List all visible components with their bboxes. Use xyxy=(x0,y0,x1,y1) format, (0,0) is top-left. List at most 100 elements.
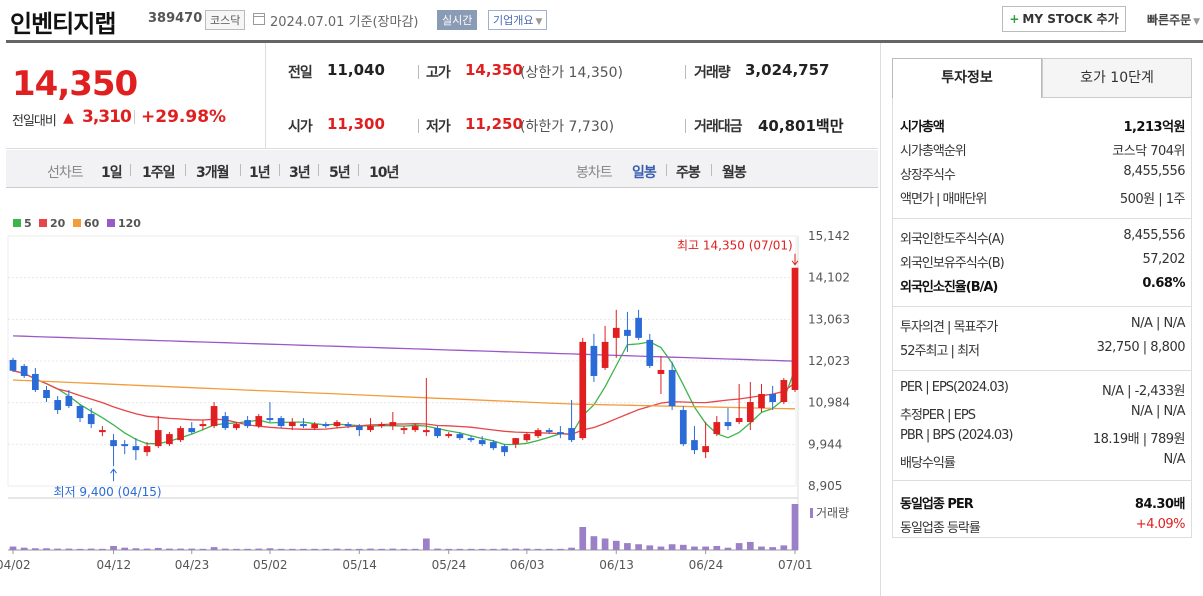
volume-bar xyxy=(233,548,240,550)
panel-row-value: 18.19배 | 789원 xyxy=(1092,432,1186,447)
panel-row-value: 8,455,556 xyxy=(1123,228,1185,243)
column-divider xyxy=(880,43,881,596)
panel-row-value: 0.68% xyxy=(1142,276,1185,291)
candle-body xyxy=(266,418,274,421)
divider xyxy=(318,164,319,176)
volume-bar xyxy=(512,548,520,550)
volume-bar xyxy=(311,548,318,550)
candle-body xyxy=(311,424,318,429)
volume-bar xyxy=(422,538,430,550)
volume-bar xyxy=(154,547,162,550)
period-3m[interactable]: 3개월 xyxy=(196,165,230,181)
panel-row-value: N/A | N/A xyxy=(1130,316,1186,331)
prev-compare-label: 전일대비 xyxy=(12,114,57,129)
volume-bar xyxy=(668,544,676,550)
volume-bar xyxy=(545,548,553,550)
y-tick-label: 13,063 xyxy=(808,312,850,326)
up-arrow-icon: ▲ xyxy=(63,110,74,126)
volume-bar xyxy=(43,548,50,550)
candle-body xyxy=(378,424,386,427)
period-1y[interactable]: 1년 xyxy=(249,165,271,181)
low-label: 저가 xyxy=(426,119,451,135)
corp-info-dropdown[interactable]: 기업개요 ▼ xyxy=(488,10,548,30)
volume-bar xyxy=(400,548,408,550)
mystock-add-button[interactable]: + MY STOCK 추가 xyxy=(1002,6,1126,32)
panel-row-label: 시가총액 xyxy=(900,120,945,135)
mystock-label: MY STOCK 추가 xyxy=(1022,12,1119,26)
line-chart-label: 선차트 xyxy=(47,165,84,181)
candle-body xyxy=(43,390,50,399)
header-divider xyxy=(6,40,1203,43)
candle-body xyxy=(624,329,631,336)
legend-swatch xyxy=(39,219,47,227)
volume-bar xyxy=(9,546,17,550)
tab-invest-info[interactable]: 투자정보 xyxy=(892,58,1042,98)
period-1d[interactable]: 1일 xyxy=(101,165,123,181)
candle-body xyxy=(691,440,698,451)
legend-label: 20 xyxy=(50,217,66,230)
panel-row-label: 52주최고 | 최저 xyxy=(900,344,980,359)
candle-body xyxy=(288,422,296,427)
volume-label: 거래량 xyxy=(694,65,731,81)
amount-unit: 백만 xyxy=(815,117,844,135)
candle-body xyxy=(322,424,330,427)
panel-row-label: 배당수익률 xyxy=(900,456,956,471)
tab-hoga[interactable]: 호가 10단계 xyxy=(1042,58,1192,98)
candle-body xyxy=(188,428,196,433)
x-tick-label: 04/02 xyxy=(0,558,31,572)
ma-line-20 xyxy=(12,370,796,436)
volume-bar xyxy=(691,546,698,550)
candle-body xyxy=(132,446,140,451)
volume-bar xyxy=(434,548,441,550)
quick-order-button[interactable]: 빠른주문 ▼ xyxy=(1147,11,1200,28)
volume-value: 3,024,757 xyxy=(745,61,830,79)
realtime-button[interactable]: 실시간 xyxy=(437,10,478,30)
panel-row-value: +4.09% xyxy=(1135,517,1186,532)
max-arrow-icon xyxy=(791,253,799,266)
candle-body xyxy=(758,394,765,409)
volume-bar xyxy=(501,548,508,550)
candle-monthly[interactable]: 월봉 xyxy=(722,165,747,181)
candle-weekly[interactable]: 주봉 xyxy=(676,165,701,181)
period-3y[interactable]: 3년 xyxy=(289,165,311,181)
candle-body xyxy=(99,430,106,433)
volume-label: 거래량 xyxy=(816,506,849,520)
y-tick-label: 15,142 xyxy=(808,229,850,243)
divider xyxy=(685,65,686,79)
period-1w[interactable]: 1주일 xyxy=(142,165,176,181)
candle-body xyxy=(534,430,542,437)
candle-body xyxy=(679,410,687,445)
period-10y[interactable]: 10년 xyxy=(369,165,399,181)
volume-bar xyxy=(657,546,665,550)
plus-icon: + xyxy=(1009,12,1020,26)
legend-label: 120 xyxy=(118,217,141,230)
candle-chart-label: 봉차트 xyxy=(576,165,613,181)
volume-bar xyxy=(367,548,374,550)
candle-body xyxy=(590,345,598,376)
divider xyxy=(418,119,419,133)
ma-line-120 xyxy=(12,335,796,362)
x-tick-label: 06/24 xyxy=(689,558,724,572)
x-tick-label: 07/01 xyxy=(778,558,813,572)
panel-row-value: N/A xyxy=(1163,452,1186,467)
volume-bar xyxy=(255,548,263,550)
candle-daily[interactable]: 일봉 xyxy=(632,165,657,181)
candle-body xyxy=(166,434,173,445)
volume-bar xyxy=(490,548,497,550)
candle-body xyxy=(121,444,129,447)
panel-row-value: 500원 | 1주 xyxy=(1119,192,1186,207)
candle-body xyxy=(221,416,229,429)
stock-chart: 15,142 14,102 13,063 12,023 10,984 9,944 8,905… xyxy=(0,217,850,572)
volume-bar xyxy=(735,543,743,550)
quick-order-label: 빠른주문 xyxy=(1147,13,1192,27)
volume-bar xyxy=(87,548,95,550)
volume-bar xyxy=(780,545,788,550)
panel-row-label: 외국인보유주식수(B) xyxy=(900,256,1005,271)
candle-body xyxy=(54,400,62,411)
open-label: 시가 xyxy=(288,119,313,135)
candle-body xyxy=(434,428,441,437)
candle-body xyxy=(478,440,486,445)
volume-bar xyxy=(378,548,386,550)
prev-close-value: 11,040 xyxy=(327,61,385,79)
period-5y[interactable]: 5년 xyxy=(329,165,351,181)
